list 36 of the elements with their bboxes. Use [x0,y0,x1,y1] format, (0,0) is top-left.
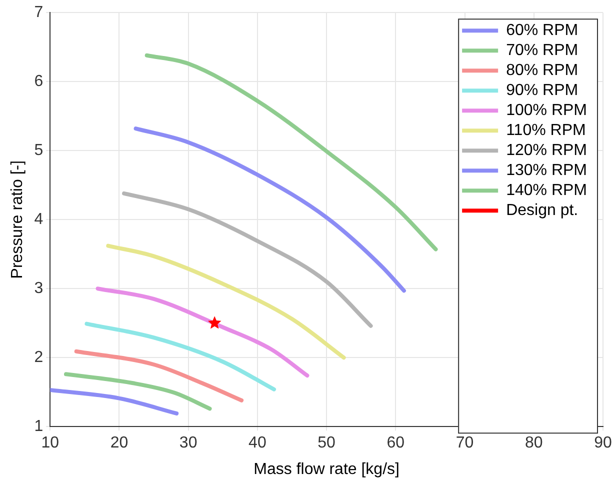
legend-label: 60% RPM [506,22,578,40]
legend-label: Design pt. [506,202,578,220]
x-tick-label: 30 [179,434,198,452]
y-tick-label: 3 [34,280,44,298]
x-tick-label: 70 [456,434,474,452]
line-series [144,53,438,252]
line-series [84,322,276,392]
legend-label: 110% RPM [506,122,586,140]
legend-label: 130% RPM [506,162,587,180]
x-tick-label: 10 [41,434,60,452]
y-axis-title: Pressure ratio [-] [9,160,26,279]
legend-label: 120% RPM [506,142,587,160]
y-tick-label: 1 [34,418,44,436]
legend-label: 140% RPM [506,182,587,200]
y-tick-label: 4 [34,211,44,228]
x-tick-label: 20 [110,434,128,452]
line-series [64,372,212,411]
x-tick-label: 80 [524,434,543,452]
legend-label: 90% RPM [506,82,578,100]
line-series [122,191,373,328]
x-axis-title: Mass flow rate [kg/s] [254,460,400,478]
legend-label: 70% RPM [506,42,578,60]
legend-label: 100% RPM [506,102,587,120]
y-tick-label: 7 [34,4,44,22]
line-series [134,126,406,293]
x-tick-label: 40 [248,434,266,452]
y-tick-label: 6 [34,73,44,90]
line-series [106,244,346,360]
x-tick-label: 50 [318,434,336,452]
x-tick-label: 90 [594,434,612,452]
line-series [74,349,244,402]
y-tick-label: 5 [34,142,44,160]
legend-label: 80% RPM [506,62,578,80]
y-tick-label: 2 [34,349,44,366]
x-tick-label: 60 [386,434,405,452]
line-series [96,286,310,378]
